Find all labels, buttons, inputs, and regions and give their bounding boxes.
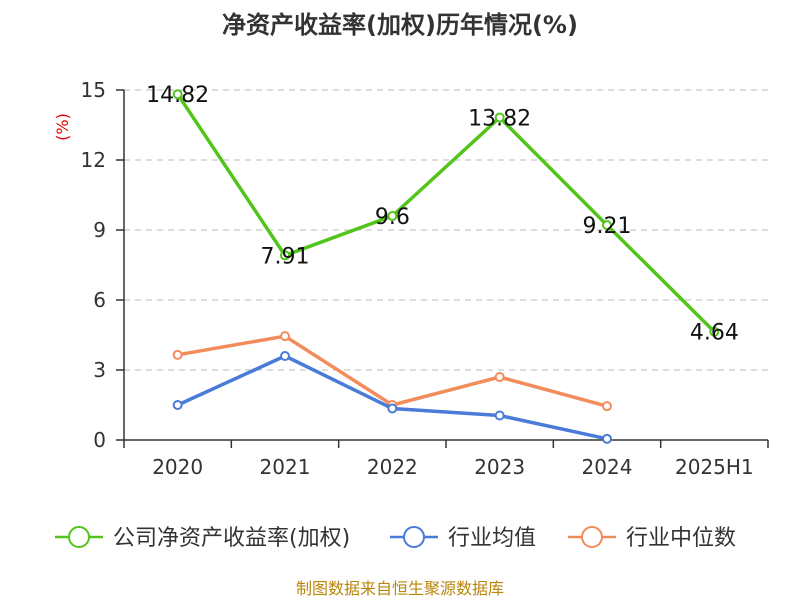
axes: 0 3 6 9 12 15 2020 2021 2022 2023 2024 2025H1 (81, 78, 769, 479)
data-label: 13.82 (468, 107, 531, 132)
data-labels: 14.82 7.91 9.6 13.82 9.21 4.64 (146, 83, 739, 346)
legend-marker-icon (68, 526, 90, 548)
legend-label: 公司净资产收益率(加权) (113, 526, 350, 551)
data-point-marker (494, 372, 505, 382)
x-tick-label: 2020 (152, 455, 203, 479)
gridlines (124, 89, 768, 371)
data-point-marker (280, 331, 290, 342)
legend-label: 行业中位数 (626, 526, 736, 551)
data-point-marker (602, 433, 612, 444)
x-tick-label: 2023 (474, 455, 525, 479)
data-label: 7.91 (261, 244, 310, 269)
chart-title: 净资产收益率(加权)历年情况(%) (222, 11, 578, 39)
legend-marker-icon (581, 526, 603, 548)
y-tick-label: 6 (93, 288, 106, 312)
data-point-marker (494, 112, 505, 123)
x-tick-label: 2021 (260, 455, 311, 479)
y-tick-label: 3 (93, 358, 106, 382)
series-line-0 (176, 93, 716, 333)
y-tick-label: 0 (93, 428, 106, 452)
legend-item[interactable]: 公司净资产收益率(加权) (55, 526, 350, 551)
data-point-marker (280, 250, 290, 261)
x-tick-label: 2024 (582, 455, 633, 479)
source-footnote: 制图数据来自恒生聚源数据库 (296, 579, 504, 598)
x-tick-label: 2025H1 (675, 455, 754, 479)
y-tick-label: 9 (93, 218, 106, 242)
data-point-marker (602, 220, 612, 231)
legend-marker-icon (403, 526, 425, 548)
data-point-marker (280, 351, 290, 361)
data-label: 14.82 (146, 83, 209, 108)
series-lines (172, 89, 720, 444)
legend-label: 行业均值 (448, 526, 536, 551)
data-point-marker (494, 410, 505, 421)
series-line-2 (177, 334, 608, 408)
x-tick-label: 2022 (367, 455, 418, 479)
data-point-marker (387, 403, 398, 414)
legend-item[interactable]: 行业均值 (390, 526, 536, 551)
y-tick-label: 12 (81, 148, 106, 172)
y-tick-label: 15 (81, 78, 106, 102)
series-line-1 (176, 354, 608, 441)
legend-item[interactable]: 行业中位数 (568, 526, 736, 551)
data-label: 4.64 (690, 321, 739, 346)
data-point-marker (172, 349, 183, 360)
data-point-marker (387, 211, 398, 221)
y-axis-unit-label: (%) (53, 113, 72, 141)
data-point-marker (172, 400, 183, 410)
legend: 公司净资产收益率(加权) 行业均值 行业中位数 (55, 526, 736, 551)
data-label: 9.6 (375, 205, 410, 230)
data-point-marker (602, 401, 612, 412)
data-point-marker (709, 326, 720, 337)
data-point-marker (172, 89, 183, 100)
data-label: 9.21 (583, 214, 632, 239)
